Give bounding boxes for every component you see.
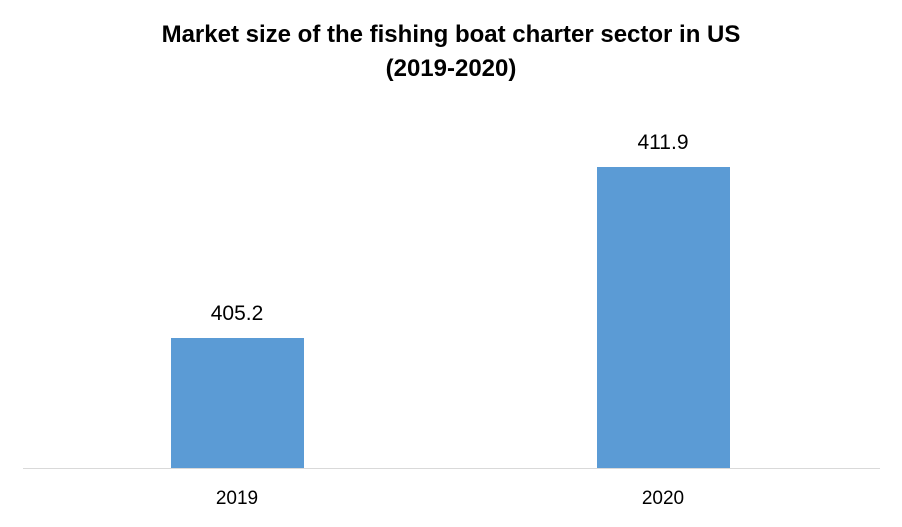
data-label-2019: 405.2 (210, 302, 264, 325)
bar-2020 (597, 167, 730, 468)
chart-title: Market size of the fishing boat charter … (0, 18, 902, 86)
x-tick-2019: 2019 (215, 488, 259, 509)
data-label-2020: 411.9 (637, 131, 689, 154)
bar-2019 (171, 338, 304, 468)
chart-title-line-2: (2019-2020) (385, 55, 517, 82)
x-tick-2020: 2020 (641, 488, 685, 509)
x-axis-line (23, 468, 880, 469)
chart-title-line-1: Market size of the fishing boat charter … (161, 21, 741, 48)
